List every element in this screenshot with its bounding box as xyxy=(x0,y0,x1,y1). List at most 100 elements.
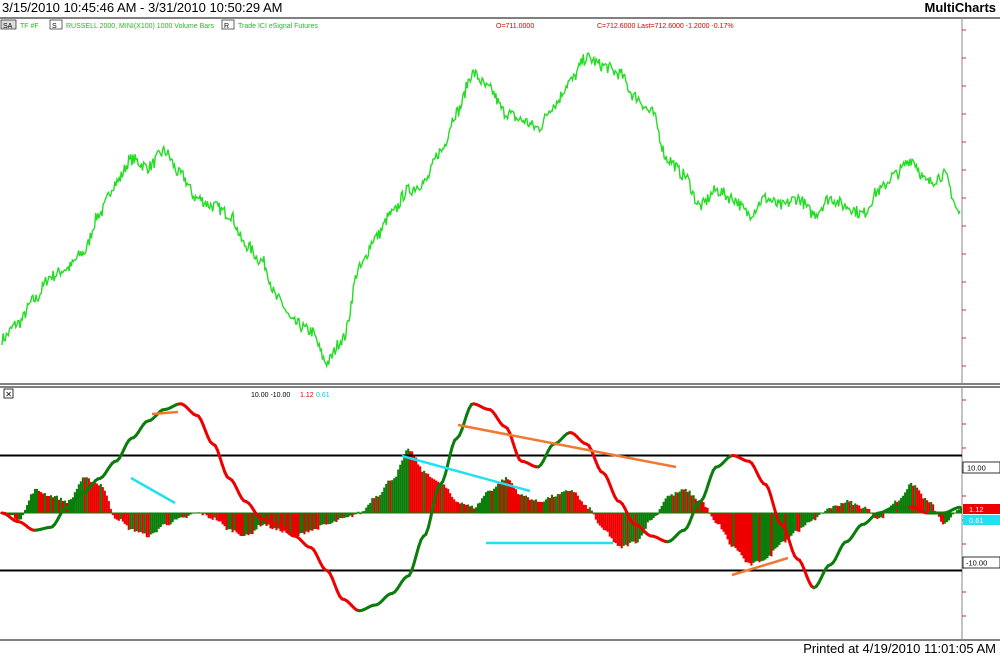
s-tag-box[interactable] xyxy=(49,19,63,30)
histogram-bar xyxy=(111,513,114,516)
histogram-bar xyxy=(860,508,863,513)
histogram-bar xyxy=(43,493,46,513)
histogram-bar xyxy=(171,513,174,523)
histogram-bar xyxy=(660,505,663,513)
histogram-bar xyxy=(558,494,561,513)
histogram-bar xyxy=(702,502,705,513)
histogram-bar xyxy=(373,498,376,513)
histogram-bar xyxy=(528,499,531,513)
histogram-bar xyxy=(562,491,565,513)
histogram-bar xyxy=(656,513,659,515)
histogram-bar xyxy=(227,513,230,530)
histogram-bar xyxy=(55,495,58,513)
histogram-bar xyxy=(501,479,504,513)
histogram-bar xyxy=(453,499,456,513)
histogram-bar xyxy=(295,513,298,536)
histogram-bar xyxy=(958,509,961,513)
histogram-bar xyxy=(61,501,64,513)
histogram-bars xyxy=(2,448,963,566)
histogram-bar xyxy=(403,454,406,513)
histogram-bar xyxy=(574,492,577,513)
histogram-bar xyxy=(315,513,318,530)
histogram-bar xyxy=(912,485,915,513)
histogram-bar xyxy=(596,513,599,524)
histogram-bar xyxy=(213,513,216,518)
histogram-bar xyxy=(97,485,100,513)
histogram-bar xyxy=(566,491,569,513)
histogram-bar xyxy=(578,499,581,513)
histogram-bar xyxy=(225,513,228,530)
close-pane-button[interactable] xyxy=(3,388,14,399)
red-value-label: 1.12 xyxy=(969,505,984,514)
histogram-bar xyxy=(838,506,841,513)
histogram-bar xyxy=(411,451,414,513)
histogram-bar xyxy=(760,513,763,562)
histogram-bar xyxy=(886,511,889,513)
histogram-bar xyxy=(311,513,314,531)
histogram-bar xyxy=(123,513,126,524)
histogram-bar xyxy=(339,513,342,518)
histogram-bar xyxy=(487,490,490,513)
histogram-bar xyxy=(26,505,29,513)
histogram-bar xyxy=(740,513,743,556)
histogram-bar xyxy=(22,513,25,516)
histogram-bar xyxy=(57,499,60,513)
histogram-bar xyxy=(341,513,344,519)
histogram-bar xyxy=(155,513,158,533)
histogram-bar xyxy=(836,505,839,513)
histogram-bar xyxy=(87,478,90,513)
histogram-bar xyxy=(127,513,130,530)
histogram-bar xyxy=(391,480,394,513)
histogram-bar xyxy=(159,513,162,527)
histogram-bar xyxy=(81,477,84,513)
histogram-bar xyxy=(485,492,488,513)
histogram-bar xyxy=(706,507,709,513)
histogram-bar xyxy=(91,482,94,513)
histogram-bar xyxy=(319,513,322,526)
histogram-bar xyxy=(221,513,224,525)
histogram-bar xyxy=(395,476,398,513)
histogram-bar xyxy=(710,513,713,517)
histogram-bar xyxy=(455,501,458,513)
indicator-pane-header: ✕ 10.00 -10.00 1.12 0.61 xyxy=(3,388,330,399)
histogram-bar xyxy=(93,482,96,513)
histogram-bar xyxy=(407,448,410,513)
histogram-bar xyxy=(754,513,757,562)
histogram-bar xyxy=(107,501,110,513)
histogram-bar xyxy=(752,513,755,563)
histogram-bar xyxy=(628,513,631,544)
histogram-bar xyxy=(239,513,242,536)
histogram-bar xyxy=(499,483,502,513)
histogram-bar xyxy=(503,480,506,513)
histogram-bar xyxy=(690,495,693,513)
indicator-cyan-readout: 0.61 xyxy=(316,392,330,399)
sa-tag-box[interactable] xyxy=(0,19,17,30)
close-readout: C=712.6000 Last=712.6000 -1.2000 -0.17% xyxy=(597,23,734,30)
histogram-bar xyxy=(758,513,761,563)
histogram-bar xyxy=(481,498,484,513)
histogram-bar xyxy=(83,477,86,513)
histogram-bar xyxy=(169,513,172,525)
histogram-bar xyxy=(582,504,585,513)
histogram-bar xyxy=(413,455,416,513)
r-tag-box[interactable] xyxy=(221,19,235,30)
histogram-bar xyxy=(718,513,721,525)
histogram-bar xyxy=(618,513,621,547)
histogram-bar xyxy=(858,505,861,513)
print-footer: Printed at 4/19/2010 11:01:05 AM xyxy=(803,641,996,656)
histogram-bar xyxy=(409,451,412,513)
histogram-bar xyxy=(167,513,170,526)
histogram-bar xyxy=(237,513,240,535)
histogram-bar xyxy=(544,499,547,513)
histogram-bar xyxy=(610,513,613,539)
histogram-bar xyxy=(812,513,815,520)
histogram-bar xyxy=(794,513,797,531)
histogram-bar xyxy=(12,513,15,516)
histogram-bar xyxy=(800,513,803,528)
histogram-bar xyxy=(526,497,529,513)
histogram-bar xyxy=(39,492,42,513)
histogram-bar xyxy=(804,513,807,526)
histogram-bar xyxy=(417,464,420,513)
histogram-bar xyxy=(716,513,719,525)
histogram-bar xyxy=(495,486,498,513)
